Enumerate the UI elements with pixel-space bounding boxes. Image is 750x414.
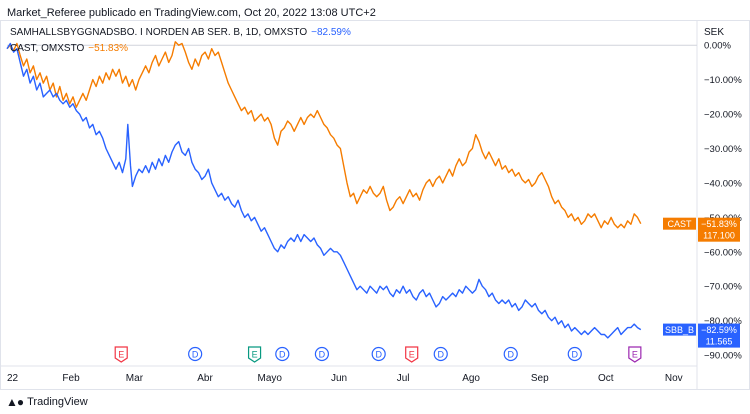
series-name-tag-sbb_b: [663, 323, 696, 336]
x-tick-label: Mar: [126, 373, 144, 384]
dividend-marker: [503, 346, 518, 362]
series-value-box-cast: [698, 217, 740, 242]
tradingview-brand: TradingView: [27, 396, 88, 408]
series-change-label-cast: −51.83%: [701, 219, 737, 229]
series-price-label-cast: 117.100: [703, 231, 735, 241]
event-marker-label: D: [279, 350, 286, 360]
dividend-marker: [275, 346, 290, 362]
x-tick-label: 22: [7, 373, 19, 384]
x-tick-label: Mayo: [258, 373, 283, 384]
chart-frame: [0, 20, 750, 390]
event-marker-label: E: [409, 350, 415, 360]
event-marker-label: E: [632, 350, 638, 360]
series-price-label-sbb_b: 11.565: [706, 337, 733, 347]
event-marker-label: D: [192, 350, 199, 360]
x-tick-label: Feb: [62, 373, 80, 384]
series-value-box-sbb_b: [698, 323, 740, 348]
event-marker-label: D: [507, 350, 514, 360]
dividend-marker: [314, 346, 330, 362]
legend-cast[interactable]: CAST, OMXSTO −51.83%: [10, 43, 128, 54]
earnings-marker: [114, 346, 128, 363]
tradingview-logo-icon: ▲●: [6, 395, 24, 409]
y-tick-label: −30.00%: [704, 144, 742, 155]
x-tick-label: Abr: [197, 373, 213, 384]
x-tick-label: Sep: [531, 373, 549, 384]
legend-cast-change: −51.83%: [88, 43, 129, 54]
series-change-label-sbb_b: −82.59%: [701, 325, 737, 335]
event-marker-label: D: [375, 350, 382, 360]
x-tick-label: Ago: [462, 373, 480, 384]
series-name-tag-text-cast: CAST: [667, 219, 692, 229]
dividend-marker: [371, 346, 386, 362]
x-tick-label: Nov: [665, 373, 683, 384]
earnings-marker: [405, 346, 419, 363]
y-tick-label: −10.00%: [704, 75, 742, 86]
dividend-marker: [188, 346, 203, 362]
series-name-tag-text-sbb_b: SBB_B: [665, 325, 694, 335]
publish-header: Market_Referee publicado en TradingView.…: [7, 7, 376, 19]
event-marker-label: D: [319, 350, 326, 360]
event-marker-label: E: [118, 350, 124, 360]
legend-sbb-label: SAMHALLSBYGGNADSBO. I NORDEN AB SER. B, …: [10, 27, 308, 38]
x-tick-label: Oct: [598, 373, 614, 384]
event-marker-label: E: [252, 350, 258, 360]
currency-label: SEK: [704, 27, 724, 38]
y-tick-label: −40.00%: [704, 178, 742, 189]
series-line-sbb_b: [6, 42, 642, 339]
dividend-marker: [433, 346, 448, 362]
dividend-marker: [567, 346, 582, 362]
y-tick-label: −70.00%: [704, 282, 742, 293]
x-tick-label: Jul: [397, 373, 410, 384]
y-tick-label: −20.00%: [704, 110, 742, 121]
series-name-tag-cast: [663, 217, 696, 230]
earnings-marker: [628, 346, 642, 363]
event-marker-label: D: [437, 350, 444, 360]
earnings-marker: [247, 346, 262, 363]
y-tick-label: 0.00%: [704, 41, 731, 52]
tradingview-logo[interactable]: ▲● TradingView: [6, 395, 88, 409]
legend-cast-label: CAST, OMXSTO: [10, 43, 85, 54]
y-tick-label: −90.00%: [704, 351, 742, 362]
y-tick-label: −60.00%: [704, 247, 742, 258]
series-line-cast: [6, 41, 642, 229]
legend-sbb[interactable]: SAMHALLSBYGGNADSBO. I NORDEN AB SER. B, …: [10, 27, 351, 38]
y-tick-label: −80.00%: [704, 316, 742, 327]
legend-sbb-change: −82.59%: [311, 27, 351, 38]
x-tick-label: Jun: [331, 373, 347, 384]
event-marker-label: D: [572, 350, 579, 360]
